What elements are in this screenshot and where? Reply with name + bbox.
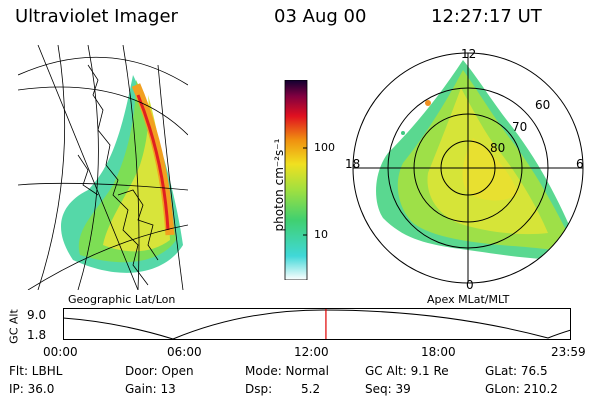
altitude-plot (63, 308, 571, 340)
x-tick-0000: 00:00 (43, 345, 78, 359)
alt-tick-low: 1.8 (27, 328, 47, 342)
geographic-label: Geographic Lat/Lon (68, 293, 176, 306)
info-dsp-value: 5.2 (301, 382, 321, 396)
info-door: Door: Open (125, 364, 194, 378)
x-tick-1800: 18:00 (421, 345, 456, 359)
lat-label-80: 80 (490, 141, 506, 155)
mlt-label-12: 12 (461, 47, 477, 61)
time-label: 12:27:17 UT (431, 6, 542, 27)
info-gc-alt: GC Alt: 9.1 Re (365, 364, 449, 378)
info-glon: GLon: 210.2 (485, 382, 558, 396)
mlt-label-6: 6 (576, 157, 584, 171)
lat-label-60: 60 (535, 98, 551, 112)
gc-alt-ylabel: GC Alt (7, 309, 21, 344)
x-tick-1200: 12:00 (294, 345, 329, 359)
info-ip: IP: 36.0 (9, 382, 55, 396)
info-dsp-label: Dsp: (245, 382, 273, 396)
colorbar-tick-100: 100 (314, 141, 335, 154)
x-tick-0600: 06:00 (167, 345, 202, 359)
alt-tick-high: 9.0 (27, 308, 47, 322)
info-seq: Seq: 39 (365, 382, 411, 396)
colorbar-tick-10: 10 (314, 228, 328, 241)
mlt-label-0: 0 (466, 278, 474, 292)
x-tick-2359: 23:59 (551, 345, 586, 359)
apex-label: Apex MLat/MLT (427, 293, 510, 306)
polar-image (352, 52, 584, 284)
colorbar-unit-label: photon cm⁻²s⁻¹ (272, 138, 286, 232)
date-label: 03 Aug 00 (274, 6, 367, 27)
colorbar (284, 80, 308, 280)
info-mode: Mode: Normal (245, 364, 329, 378)
info-glat: GLat: 76.5 (485, 364, 548, 378)
instrument-title: Ultraviolet Imager (15, 6, 178, 27)
lat-label-70: 70 (512, 120, 528, 134)
info-flt: Flt: LBHL (9, 364, 63, 378)
mlt-label-18: 18 (345, 157, 361, 171)
info-gain: Gain: 13 (125, 382, 176, 396)
geographic-image (18, 45, 188, 290)
